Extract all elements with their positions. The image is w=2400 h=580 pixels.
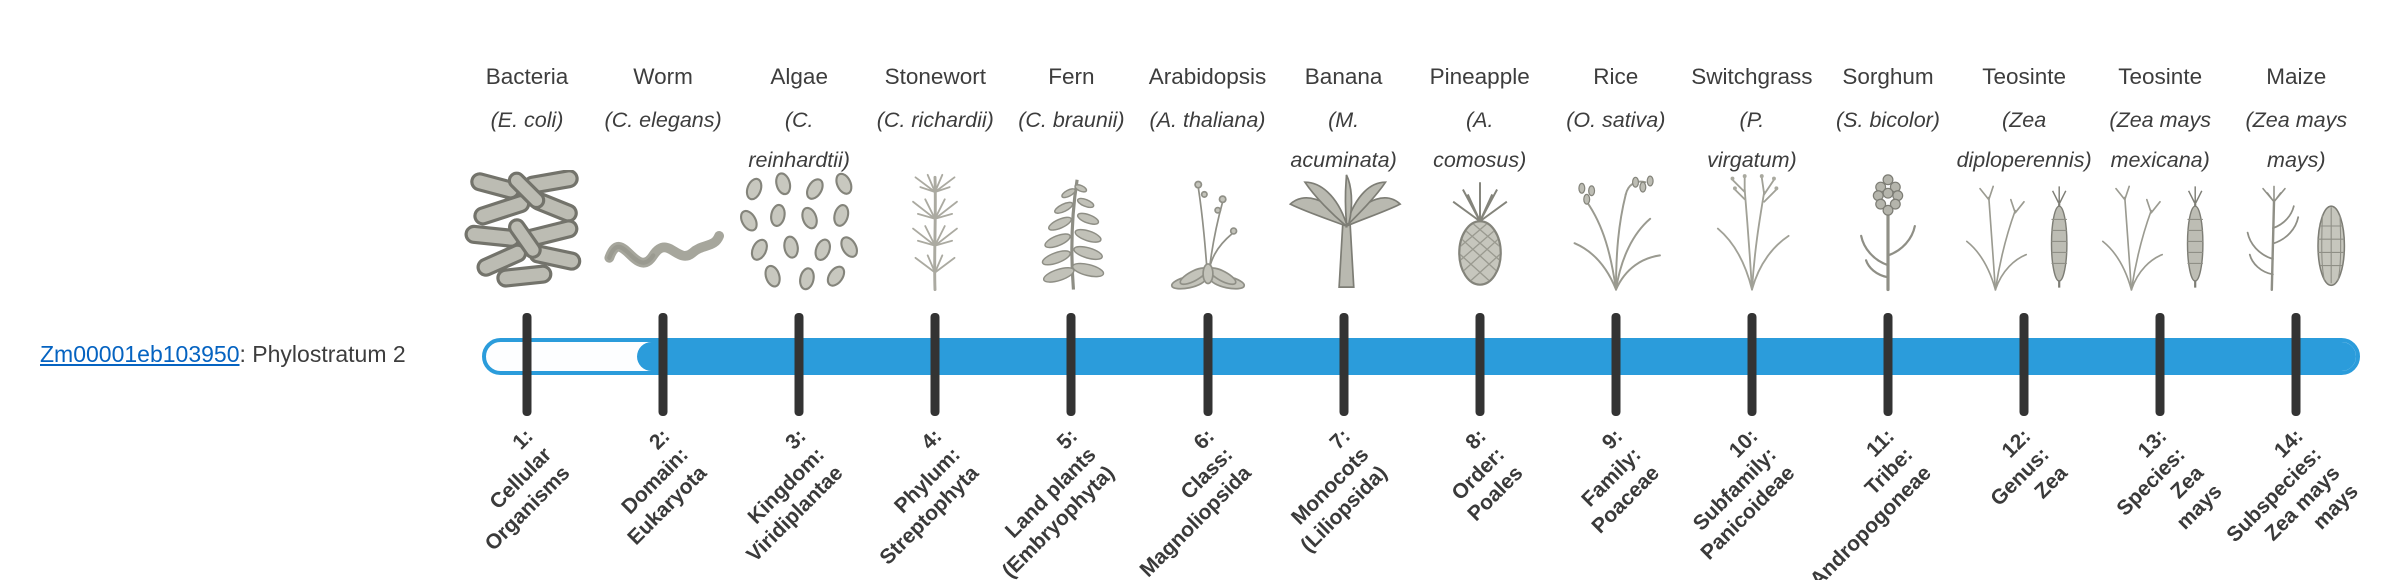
scientific-name-line: (Zea xyxy=(2001,108,2047,132)
organism-name: Pineapple xyxy=(1429,64,1530,89)
scientific-name-line: (S. bicolor) xyxy=(1836,108,1940,132)
organism-name: Teosinte xyxy=(2118,64,2203,89)
gene-phylostratum-text: : Phylostratum 2 xyxy=(239,341,406,367)
phylostratum-tick-4 xyxy=(930,313,940,416)
organism-scientific-name: (P. virgatum) xyxy=(1707,100,1797,180)
phylostratum-label-4: 4: Phylum: Streptophyta xyxy=(838,424,985,571)
scientific-name-line: (C. elegans) xyxy=(604,108,722,132)
organism-name: Sorghum xyxy=(1842,64,1934,89)
organism-name: Fern xyxy=(1048,64,1095,89)
phylostratum-tick-12 xyxy=(2019,313,2029,416)
phylostratum-label-1: 1: Cellular Organisms xyxy=(443,424,576,557)
phylostratum-label-3: 3: Kingdom: Viridiplantae xyxy=(704,424,848,568)
organism-scientific-name: (S. bicolor) xyxy=(1836,100,1940,140)
phylostratum-tick-5 xyxy=(1066,313,1076,416)
scientific-name-line: (Zea mays xyxy=(2109,108,2211,132)
scientific-name-line: (M. xyxy=(1328,108,1360,132)
worm-icon xyxy=(597,170,729,292)
maize-icon xyxy=(2230,170,2362,292)
scientific-name-line: virgatum) xyxy=(1707,148,1797,172)
gene-label: Zm00001eb103950: Phylostratum 2 xyxy=(40,341,406,368)
phylostratum-label-13: 13: Species: Zea mays xyxy=(2093,424,2228,559)
organism-name: Worm xyxy=(633,64,693,89)
organism-scientific-name: (A. thaliana) xyxy=(1150,100,1266,140)
organism-name: Algae xyxy=(770,64,828,89)
organism-scientific-name: (Zea mays mays) xyxy=(2246,100,2348,180)
gene-id-link[interactable]: Zm00001eb103950 xyxy=(40,341,240,367)
organism-scientific-name: (M. acuminata) xyxy=(1290,100,1396,180)
phylostratum-tick-6 xyxy=(1203,313,1212,416)
phylostratum-label-11: 11: Tribe: Andropogoneae xyxy=(1768,424,1937,580)
organism-scientific-name: (O. sativa) xyxy=(1566,100,1665,140)
scientific-name-line: acuminata) xyxy=(1290,148,1397,172)
phylostratum-tick-8 xyxy=(1475,313,1485,416)
phylostratum-tick-14 xyxy=(2291,313,2301,416)
scientific-name-line: (P. xyxy=(1739,108,1765,132)
algae-icon xyxy=(733,170,865,292)
scientific-name-line: (C. xyxy=(784,108,814,132)
arabidopsis-icon xyxy=(1142,170,1274,292)
phylostratum-label-5: 5: Land plants (Embryophyta) xyxy=(961,424,1121,580)
scientific-name-line: reinhardtii) xyxy=(748,148,850,172)
scientific-name-line: (Zea mays xyxy=(2245,108,2348,132)
organism-scientific-name: (C. reinhardtii) xyxy=(748,100,850,180)
organism-name: Rice xyxy=(1593,64,1639,89)
organism-name: Teosinte xyxy=(1982,64,2066,89)
scientific-name-line: (C. richardii) xyxy=(876,108,994,132)
organism-scientific-name: (C. richardii) xyxy=(877,100,994,140)
phylostratum-tick-13 xyxy=(2155,313,2165,416)
pineapple-icon xyxy=(1414,170,1546,292)
organism-scientific-name: (C. elegans) xyxy=(605,100,722,140)
scientific-name-line: (A. xyxy=(1465,108,1494,132)
scientific-name-line: diploperennis) xyxy=(1956,148,2092,172)
banana-icon xyxy=(1278,170,1410,292)
phylostratum-bar-fill xyxy=(637,342,2356,371)
scientific-name-line: (E. coli) xyxy=(490,108,564,132)
phylostratum-label-6: 6: Class: Magnoliopsida xyxy=(1098,424,1257,580)
organism-scientific-name: (Zea diploperennis) xyxy=(1957,100,2092,180)
scientific-name-line: (C. braunii) xyxy=(1018,108,1125,132)
organism-name: Maize xyxy=(2266,64,2327,89)
organism-name: Stonewort xyxy=(884,64,986,89)
scientific-name-line: (O. sativa) xyxy=(1566,108,1666,132)
switchgrass-icon xyxy=(1686,170,1818,292)
teosinte-mexicana-icon xyxy=(2094,170,2226,292)
phylostratum-label-12: 12: Genus: Zea xyxy=(1967,424,2073,530)
stonewort-icon xyxy=(869,170,1001,292)
organism-name: Bacteria xyxy=(485,64,569,89)
phylostratum-tick-10 xyxy=(1747,313,1757,416)
fern-icon xyxy=(1005,170,1137,292)
sorghum-icon xyxy=(1822,170,1954,292)
scientific-name-line: (A. thaliana) xyxy=(1149,108,1266,132)
phylostratum-tick-9 xyxy=(1611,313,1621,416)
scientific-name-line: comosus) xyxy=(1433,148,1527,172)
scientific-name-line: mays) xyxy=(2267,148,2326,172)
organism-name: Switchgrass xyxy=(1691,64,1813,89)
organism-scientific-name: (A. comosus) xyxy=(1433,100,1526,180)
phylostratum-label-2: 2: Domain: Eukaryota xyxy=(585,424,712,551)
phylostratum-label-8: 8: Order: Poales xyxy=(1426,424,1529,527)
phylostratum-tick-3 xyxy=(794,313,804,416)
bacteria-icon xyxy=(461,170,593,292)
organism-name: Arabidopsis xyxy=(1148,64,1267,89)
teosinte-diploperennis-icon xyxy=(1958,170,2090,292)
scientific-name-line: mexicana) xyxy=(2110,148,2210,172)
organism-scientific-name: (E. coli) xyxy=(491,100,564,140)
phylostratum-bar-track xyxy=(482,338,2360,375)
phylostratum-tick-1 xyxy=(522,313,532,416)
phylostratum-tick-2 xyxy=(658,313,668,416)
phylostratum-label-7: 7: Monocots (Liliopsida) xyxy=(1258,424,1392,558)
organism-name: Banana xyxy=(1304,64,1383,89)
phylostratum-label-9: 9: Family: Poaceae xyxy=(1550,424,1665,539)
phylostratum-label-14: 14: Subspecies: Zea mays mays xyxy=(2203,424,2364,580)
organism-scientific-name: (C. braunii) xyxy=(1018,100,1124,140)
organism-scientific-name: (Zea mays mexicana) xyxy=(2109,100,2211,180)
phylostratum-tick-11 xyxy=(1883,313,1893,416)
rice-icon xyxy=(1550,170,1682,292)
phylostratum-tick-7 xyxy=(1339,313,1349,416)
